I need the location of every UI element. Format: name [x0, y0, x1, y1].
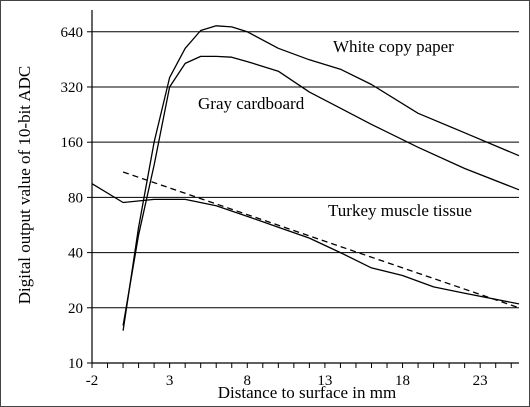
- y-tick-label-10: 10: [68, 356, 83, 372]
- x-tick-label--2: -2: [86, 373, 99, 389]
- series-line-white-copy-paper: [122, 25, 520, 331]
- axes: [87, 10, 519, 368]
- series-label-turkey-muscle-tissue: Turkey muscle tissue: [328, 201, 472, 220]
- x-tick-label-18: 18: [395, 373, 410, 389]
- y-tick-label-320: 320: [61, 80, 84, 96]
- x-axis-title: Distance to surface in mm: [218, 383, 396, 402]
- x-tick-label-13: 13: [317, 373, 332, 389]
- series-label-white-copy-paper: White copy paper: [333, 37, 454, 56]
- x-tick-label-8: 8: [244, 373, 252, 389]
- y-axis-title: Digital output value of 10-bit ADC: [15, 66, 34, 304]
- gridlines: [92, 31, 519, 309]
- series-label-gray-cardboard: Gray cardboard: [198, 94, 305, 113]
- series-lines: [91, 25, 520, 331]
- y-tick-label-40: 40: [68, 246, 83, 262]
- y-tick-label-80: 80: [68, 190, 83, 206]
- series-line-gray-cardboard: [122, 55, 520, 326]
- series-line-turkey-muscle-tissue: [91, 183, 520, 305]
- x-tick-label-23: 23: [473, 373, 488, 389]
- y-tick-label-640: 640: [61, 25, 84, 41]
- y-tick-label-20: 20: [68, 301, 83, 317]
- y-tick-label-160: 160: [61, 135, 84, 151]
- x-tick-label-3: 3: [166, 373, 174, 389]
- tick-labels: 10 20 40 80 160 320 640 -2 3 8 13 18 23: [61, 25, 488, 389]
